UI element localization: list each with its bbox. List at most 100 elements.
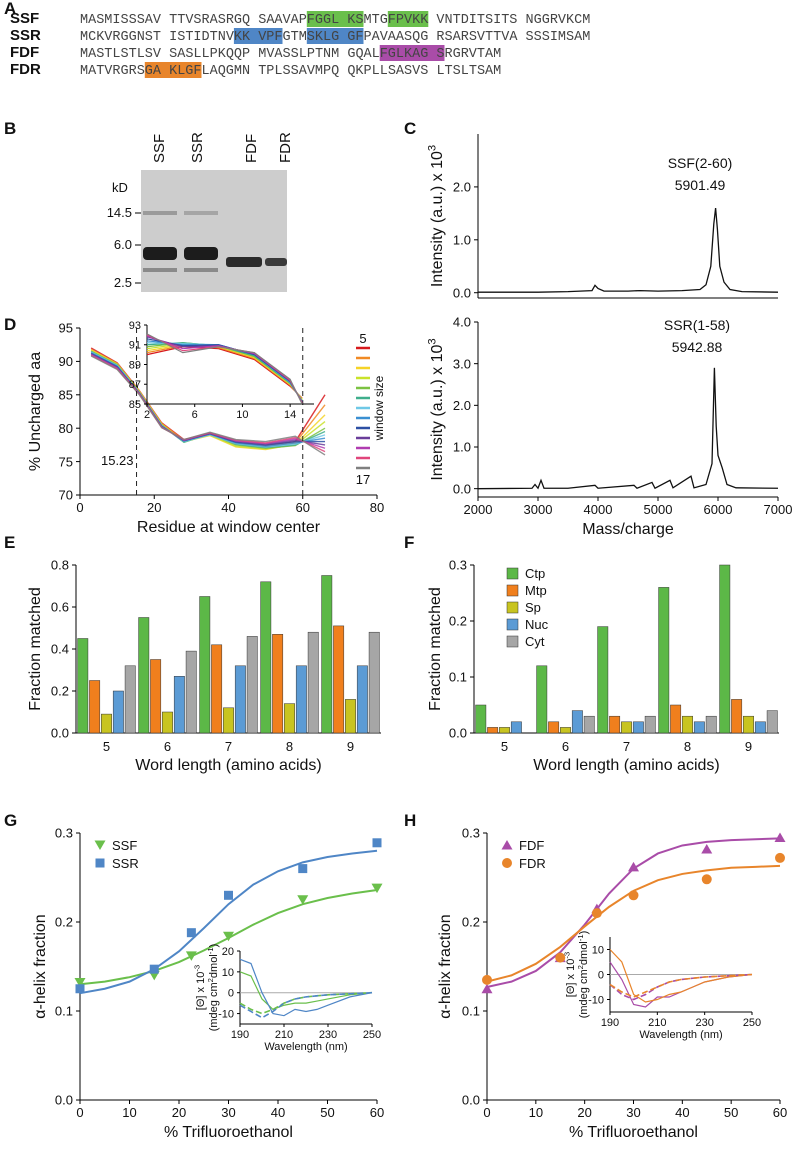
y-tick-label: 0 bbox=[598, 969, 604, 981]
inset-line bbox=[609, 961, 753, 1008]
point bbox=[224, 890, 233, 900]
bar bbox=[77, 638, 89, 734]
y-tick-label: 0.0 bbox=[453, 481, 471, 496]
inset-line bbox=[239, 958, 373, 1017]
y-tick-label: 0.2 bbox=[55, 915, 73, 930]
bar bbox=[621, 721, 632, 734]
y-tick-label: 0.2 bbox=[51, 684, 69, 699]
sequence-name: SSF bbox=[10, 10, 39, 27]
x-tick-label: 6 bbox=[164, 739, 171, 754]
label-part: (mdeg cm bbox=[578, 969, 590, 1018]
motif-highlight bbox=[379, 45, 445, 61]
y-tick-label: 0 bbox=[228, 988, 234, 1000]
lane-label: SSF bbox=[151, 134, 168, 163]
bar bbox=[731, 699, 743, 734]
y-tick-label: 0.0 bbox=[51, 726, 69, 741]
bar bbox=[766, 710, 778, 734]
spectrum-line bbox=[478, 207, 779, 293]
y-tick-label: 95 bbox=[59, 321, 73, 336]
fit-line bbox=[79, 849, 378, 995]
bar bbox=[609, 715, 621, 734]
label-part: [Θ] x 10 bbox=[565, 959, 577, 998]
point bbox=[185, 951, 197, 961]
lane-label: FDR bbox=[277, 132, 294, 163]
superscript: -3 bbox=[563, 952, 572, 959]
bar bbox=[475, 704, 487, 734]
sequence-segment: SKLG GF bbox=[307, 30, 364, 45]
motif-highlight bbox=[306, 28, 364, 44]
x-tick-label: 40 bbox=[675, 1105, 689, 1120]
y-axis-label: [Θ] x 10-3 bbox=[193, 965, 207, 1010]
bar bbox=[162, 711, 173, 734]
bar bbox=[307, 631, 319, 734]
legend-marker bbox=[95, 858, 105, 868]
y-tick-label: 85 bbox=[129, 399, 141, 411]
series-line bbox=[90, 347, 326, 447]
gel-band bbox=[226, 257, 262, 267]
y-tick-label: 0.1 bbox=[55, 1004, 73, 1019]
bar bbox=[321, 575, 333, 734]
sequence-segment: RGRVTAM bbox=[445, 47, 502, 62]
x-axis-label: Mass/charge bbox=[582, 521, 674, 538]
gel-image bbox=[141, 170, 287, 292]
bar bbox=[199, 596, 211, 734]
legend-title: window size bbox=[372, 375, 386, 441]
gel-band bbox=[184, 211, 218, 215]
y-tick-label: 0.0 bbox=[462, 1093, 480, 1108]
sequence-segment: GTM bbox=[283, 30, 307, 45]
bar bbox=[368, 631, 380, 734]
y-tick-label: 0.8 bbox=[51, 558, 69, 573]
bar bbox=[112, 690, 124, 734]
sequence-segment: FPVKK bbox=[388, 13, 429, 28]
y-axis-label: Fraction matched bbox=[427, 587, 444, 711]
bar bbox=[89, 680, 101, 734]
bar bbox=[356, 665, 368, 734]
size-marker: 6.0 bbox=[114, 237, 132, 252]
y-axis-label: % Uncharged aa bbox=[27, 352, 44, 471]
y-tick-label: 0.3 bbox=[55, 826, 73, 841]
bar bbox=[185, 650, 197, 734]
x-tick-label: 3000 bbox=[524, 502, 553, 517]
x-tick-label: 10 bbox=[236, 409, 248, 421]
bar bbox=[333, 625, 345, 734]
x-tick-label: 7 bbox=[225, 739, 232, 754]
sequence-name: SSR bbox=[10, 27, 41, 44]
bar bbox=[499, 727, 510, 734]
point bbox=[371, 883, 383, 894]
x-tick-label: 50 bbox=[724, 1105, 738, 1120]
point bbox=[591, 908, 602, 919]
panel-label: B bbox=[4, 119, 16, 138]
bar bbox=[682, 715, 693, 734]
y-tick-label: 10 bbox=[592, 944, 604, 956]
bar bbox=[124, 665, 136, 734]
inset-line bbox=[146, 334, 303, 404]
y-tick-label: 20 bbox=[222, 946, 234, 958]
point bbox=[481, 983, 493, 994]
point bbox=[297, 895, 309, 905]
y-tick-label: 2.0 bbox=[453, 180, 471, 195]
point bbox=[775, 852, 785, 863]
y-axis-label: (mdeg cm2dmol-1) bbox=[576, 931, 590, 1019]
y-tick-label: 85 bbox=[59, 387, 73, 402]
legend-label: Cyt bbox=[525, 634, 545, 649]
bar bbox=[571, 710, 583, 734]
bar bbox=[510, 721, 522, 734]
lane-label: FDF bbox=[243, 134, 260, 163]
point bbox=[555, 952, 566, 963]
y-tick-label: 89 bbox=[129, 359, 141, 371]
x-tick-label: 2 bbox=[144, 409, 150, 421]
panel-label: C bbox=[404, 119, 416, 138]
sequence-segment: KK VPF bbox=[234, 30, 283, 45]
x-tick-label: 8 bbox=[286, 739, 293, 754]
legend-swatch bbox=[506, 618, 519, 631]
bar bbox=[101, 713, 112, 734]
superscript: 2 bbox=[206, 978, 215, 982]
sequence-segment: MATVRGRS bbox=[80, 64, 145, 79]
y-axis-label: Intensity (a.u.) x 103 bbox=[427, 145, 446, 287]
x-tick-label: 7 bbox=[623, 739, 630, 754]
y-axis-label: α-helix fraction bbox=[437, 914, 454, 1018]
x-tick-label: 30 bbox=[626, 1105, 640, 1120]
x-tick-label: 7000 bbox=[764, 502, 793, 517]
x-axis-label: Wavelength (nm) bbox=[639, 1029, 722, 1041]
point bbox=[628, 861, 639, 872]
